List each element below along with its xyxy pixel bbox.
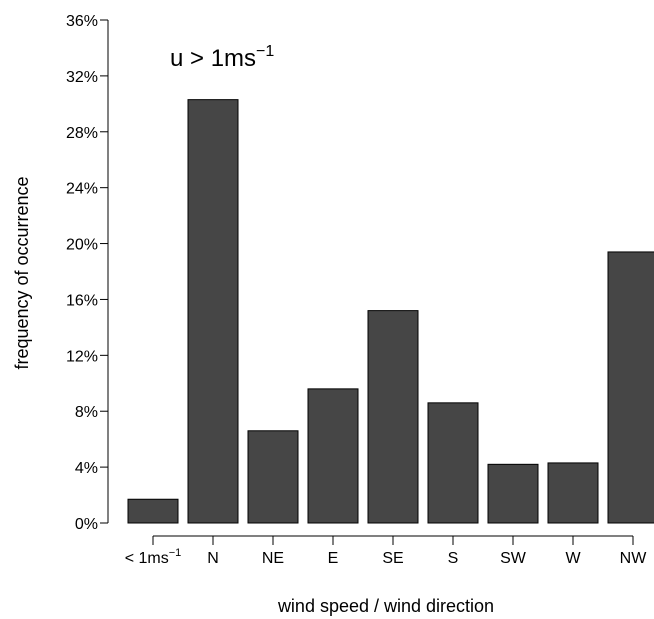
bar (427, 402, 479, 524)
y-tick-label: 8% (75, 404, 98, 421)
y-tick-label: 20% (66, 237, 98, 254)
y-axis: 0% 4% 8% 12% 16% 20% 24% 28% 32% 36% (66, 13, 109, 533)
y-tick-label: 4% (75, 460, 98, 477)
x-tick-label: NW (620, 550, 648, 567)
x-tick-label: N (207, 550, 219, 567)
y-tick-label: 0% (75, 516, 98, 533)
y-tick-label: 32% (66, 69, 98, 86)
bar (127, 498, 179, 524)
y-tick-label: 28% (66, 125, 98, 142)
x-tick-label: S (448, 550, 459, 567)
x-tick-label: NE (262, 550, 284, 567)
y-tick-label: 12% (66, 348, 98, 365)
x-tick-label: E (328, 550, 339, 567)
y-axis-title: frequency of occurrence (12, 176, 32, 369)
bar (487, 463, 539, 524)
bar (607, 251, 654, 524)
y-tick-label: 24% (66, 181, 98, 198)
bar (247, 430, 299, 524)
x-tick-label: < 1ms−1 (125, 547, 182, 567)
bar (547, 462, 599, 524)
bar (367, 310, 419, 524)
y-tick-label: 16% (66, 292, 98, 309)
bar (307, 388, 359, 524)
y-tick-label: 36% (66, 13, 98, 30)
annotation-superscript: −1 (256, 43, 274, 60)
annotation-base: u > 1ms (170, 45, 256, 72)
bars (127, 99, 654, 524)
bar (187, 99, 239, 524)
x-tick-label: SE (382, 550, 403, 567)
x-tick-label: SW (500, 550, 527, 567)
x-tick-label: W (565, 550, 581, 567)
threshold-annotation: u > 1ms−1 (170, 43, 274, 72)
x-axis: < 1ms−1 N NE E SE S SW W NW (125, 535, 648, 567)
x-axis-title: wind speed / wind direction (277, 596, 494, 616)
